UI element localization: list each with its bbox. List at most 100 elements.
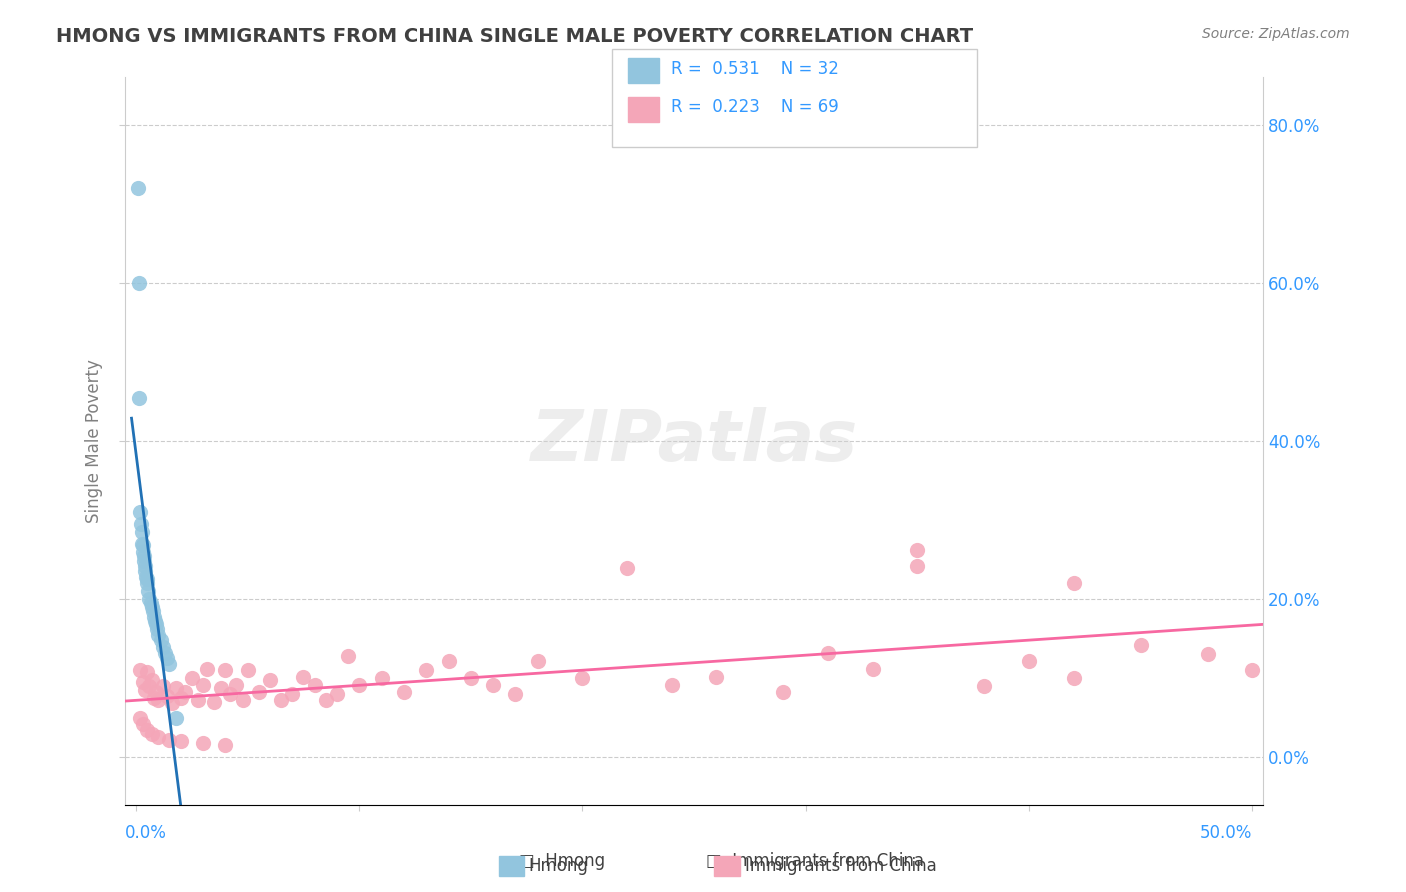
Point [197,662,219,676]
Point [156,689,179,703]
Point [131,524,153,539]
Point [209,681,232,695]
Point [202,695,225,709]
Point [1018,654,1040,668]
Point [214,663,236,677]
Point [191,677,214,691]
Point [136,723,159,737]
Point [315,693,337,707]
Text: Source: ZipAtlas.com: Source: ZipAtlas.com [1202,27,1350,41]
Point [142,604,165,618]
Point [505,687,527,701]
Text: □  Hmong: □ Hmong [519,852,606,870]
Point [281,687,304,701]
Point [156,651,179,665]
Point [134,683,156,698]
Point [129,711,152,725]
Point [817,646,839,660]
Point [159,732,181,747]
Point [136,665,159,679]
Point [131,717,153,731]
Point [138,679,160,693]
Point [146,622,169,636]
Point [527,654,550,668]
Point [169,734,191,748]
Point [136,584,159,599]
Text: R =  0.531    N = 32: R = 0.531 N = 32 [671,60,838,78]
Point [128,391,150,405]
Point [1129,638,1152,652]
Point [236,663,259,677]
Point [149,633,172,648]
Point [232,693,254,707]
Point [187,693,209,707]
Point [131,537,153,551]
Point [392,685,415,699]
Point [214,739,236,753]
Text: ZIPatlas: ZIPatlas [530,407,858,475]
Text: 0.0%: 0.0% [125,824,167,842]
Point [706,670,728,684]
Text: Immigrants from China: Immigrants from China [745,857,936,875]
Point [148,693,170,707]
Point [141,600,163,615]
Point [905,558,928,573]
Point [141,673,163,687]
Text: Hmong: Hmong [529,857,589,875]
Point [141,726,163,740]
Point [139,596,162,610]
Point [159,657,181,671]
Point [1197,648,1219,662]
Point [905,543,928,558]
Point [292,670,315,684]
Point [160,697,183,711]
Point [347,677,370,691]
Point [129,663,152,677]
Point [169,690,191,705]
Point [152,640,174,654]
Point [165,711,187,725]
Point [138,592,160,607]
Text: 50.0%: 50.0% [1199,824,1253,842]
Point [191,736,214,750]
Point [132,545,155,559]
Point [142,609,165,624]
Point [134,558,156,573]
Point [134,554,156,568]
Text: □  Immigrants from China: □ Immigrants from China [706,852,925,870]
Y-axis label: Single Male Poverty: Single Male Poverty [86,359,103,523]
Point [134,565,156,579]
Point [153,646,176,660]
Point [145,685,167,699]
Point [270,693,292,707]
Point [218,687,240,701]
Point [129,516,152,531]
Point [131,675,153,690]
Text: R =  0.223    N = 69: R = 0.223 N = 69 [671,98,838,116]
Point [772,685,794,699]
Point [304,677,326,691]
Point [337,648,360,663]
Point [143,614,166,628]
Point [225,677,247,691]
Point [128,276,150,290]
Point [127,181,149,195]
Point [259,673,281,687]
Point [571,671,593,685]
Point [415,663,437,677]
Point [148,731,170,745]
Point [661,677,683,691]
Point [142,690,165,705]
Point [482,677,505,691]
Point [247,685,270,699]
Point [326,687,349,701]
Text: HMONG VS IMMIGRANTS FROM CHINA SINGLE MALE POVERTY CORRELATION CHART: HMONG VS IMMIGRANTS FROM CHINA SINGLE MA… [56,27,973,45]
Point [437,654,460,668]
Point [165,681,187,695]
Point [180,671,202,685]
Point [132,549,155,563]
Point [131,538,153,552]
Point [460,671,482,685]
Point [862,662,884,676]
Point [135,570,157,584]
